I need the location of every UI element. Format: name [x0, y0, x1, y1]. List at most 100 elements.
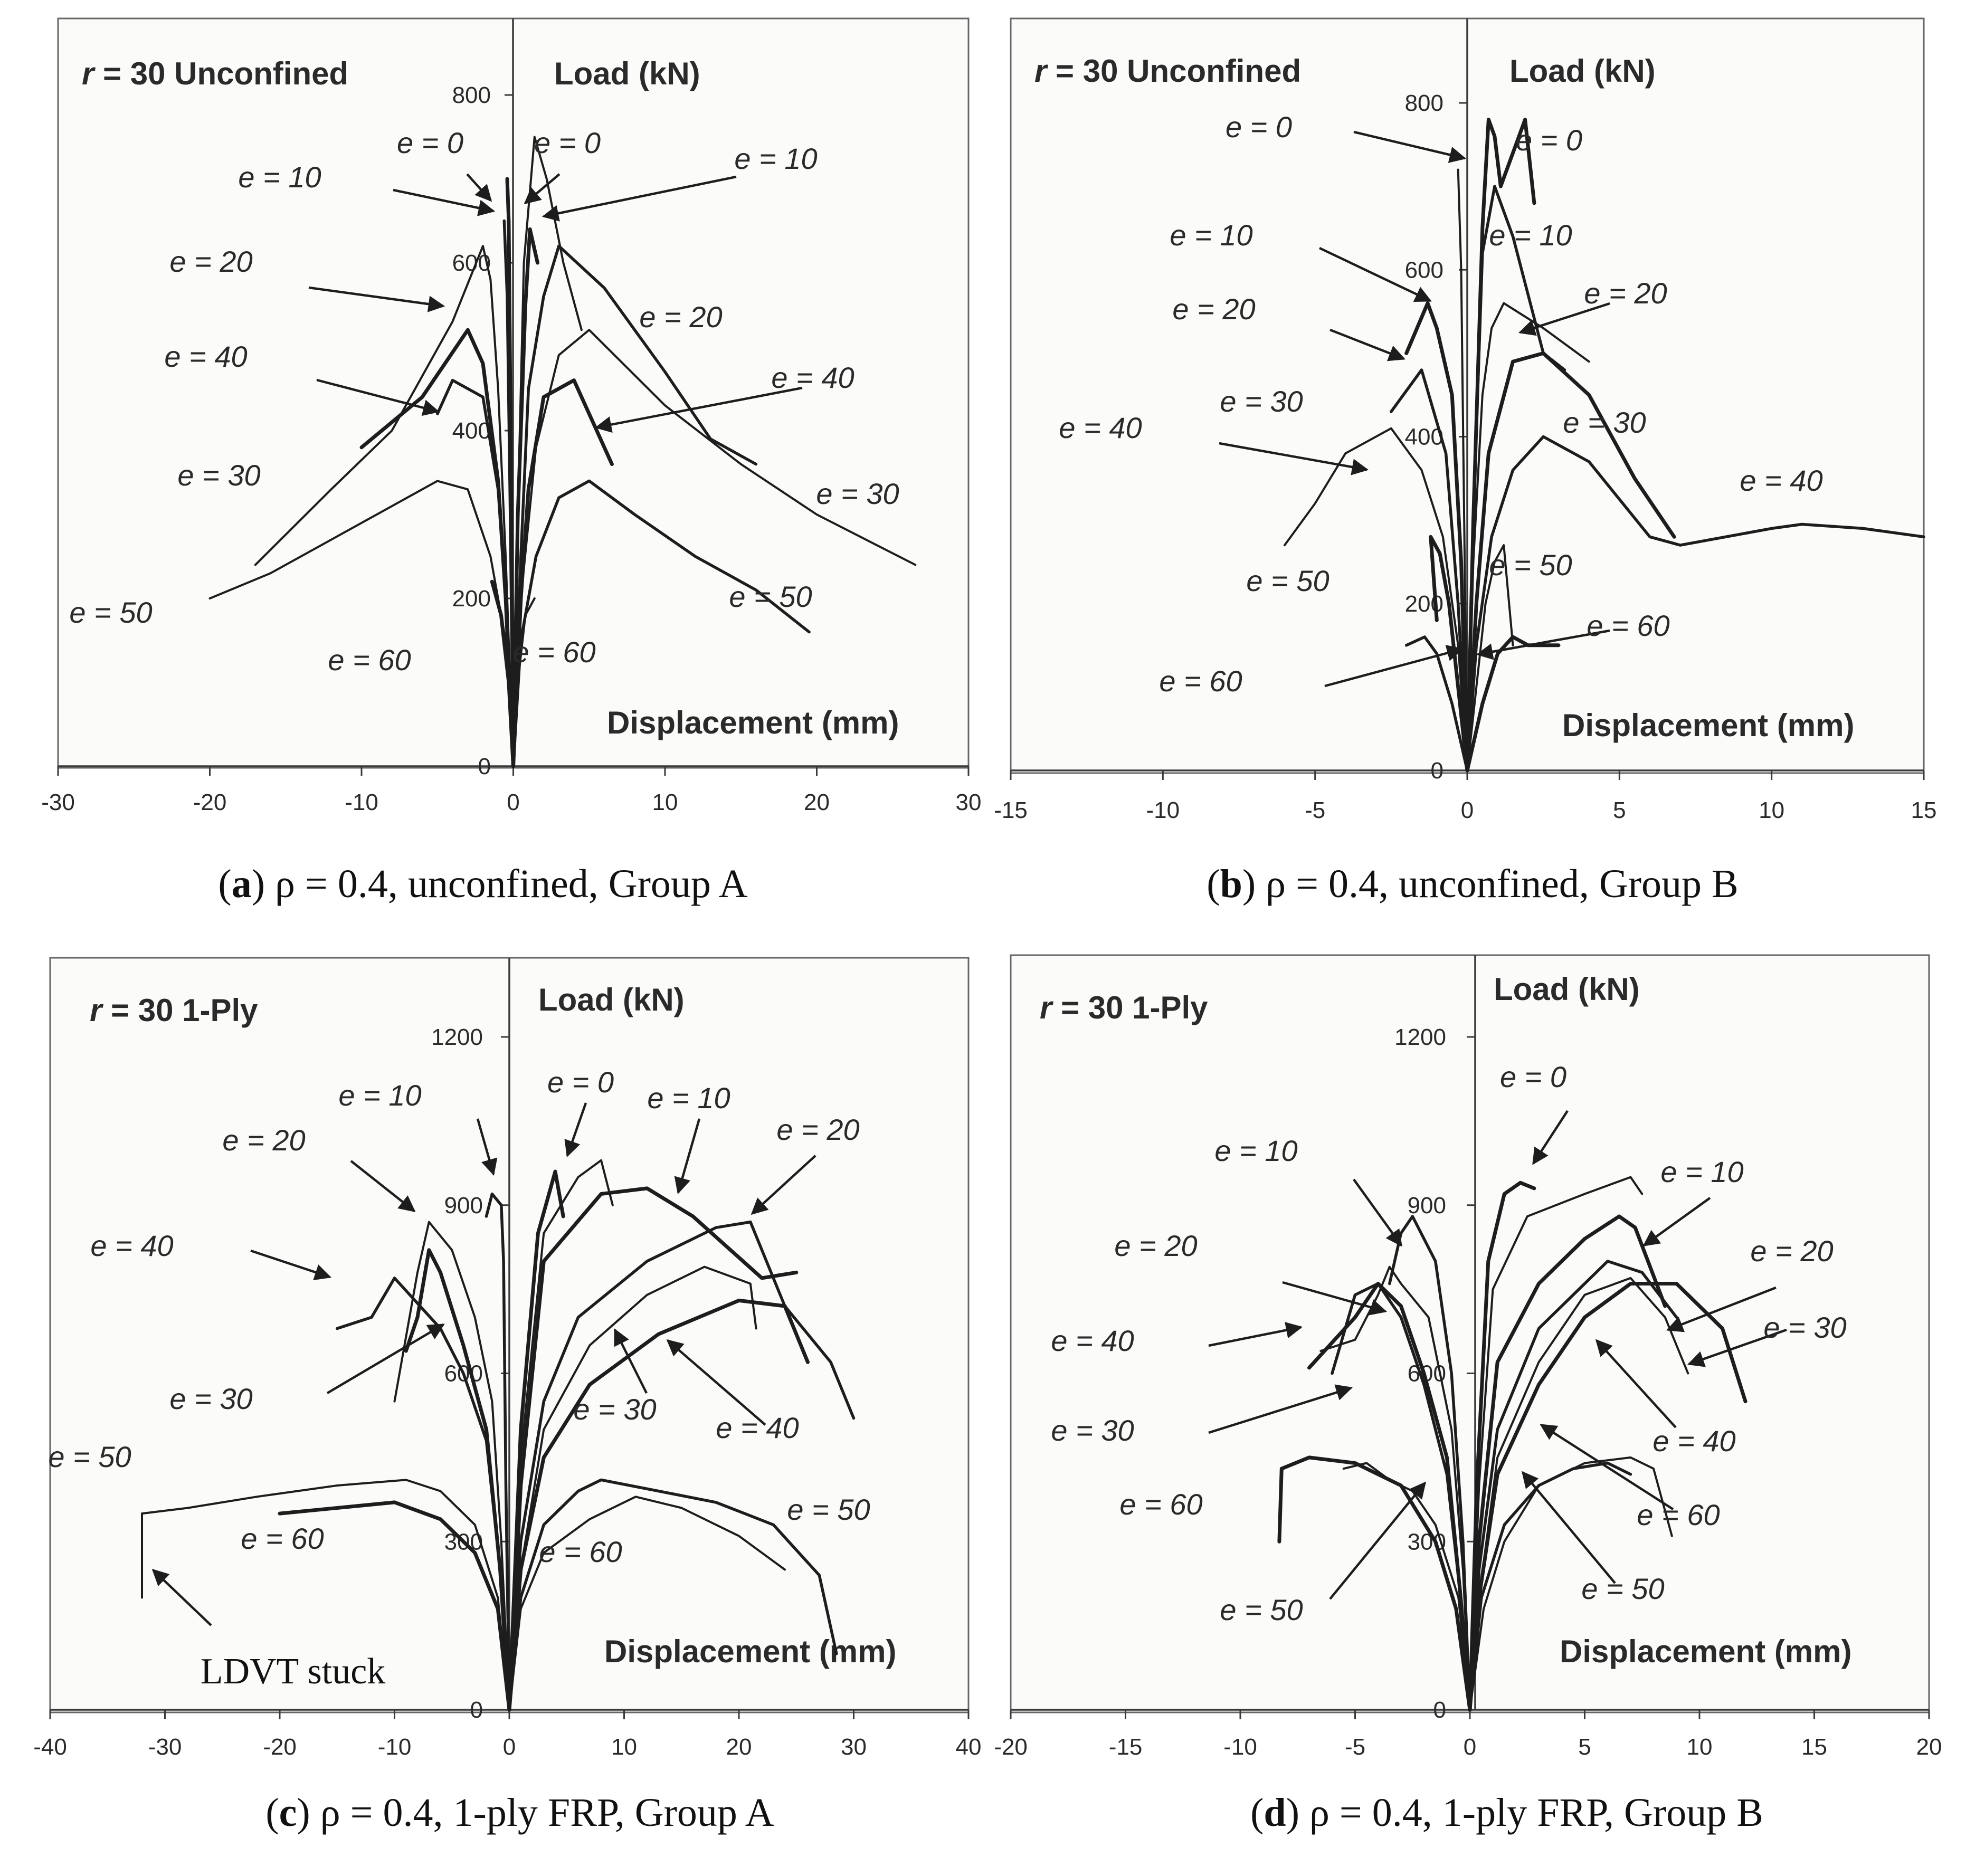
caption-text: ρ = 0.4, unconfined, Group A: [265, 862, 748, 906]
annotation-arrow: [466, 173, 492, 202]
annotation-arrow: [1208, 1322, 1303, 1347]
y-tick-label: 400: [1405, 424, 1443, 450]
series-line-e20-right: [1468, 1260, 1678, 1711]
annotation-arrow: [1532, 1110, 1569, 1165]
annotation-label: e = 40: [1740, 464, 1822, 497]
series-line-e10-left: [502, 219, 515, 768]
title-r-symbol: r: [82, 56, 96, 91]
x-tick-label: 10: [652, 789, 678, 815]
caption-open: (: [265, 1791, 279, 1835]
annotation-label: e = 20: [639, 300, 722, 334]
x-tick-label: 5: [1578, 1734, 1591, 1760]
annotation-arrow: [1208, 1384, 1353, 1434]
annotation-label: e = 40: [716, 1411, 799, 1444]
y-axis-label: Load (kN): [1494, 972, 1640, 1007]
series-line-e60-right: [508, 1496, 786, 1711]
note-arrow: [151, 1568, 212, 1626]
annotation-label: e = 50: [69, 596, 152, 629]
title-text: = 30 Unconfined: [1047, 53, 1301, 89]
x-tick-label: 30: [956, 789, 982, 815]
annotation-label: e = 30: [169, 1382, 252, 1415]
series-line-e40-right: [511, 378, 614, 768]
x-tick-label: 0: [507, 789, 519, 815]
x-tick-label: -10: [1146, 797, 1180, 823]
x-tick-label: 40: [956, 1734, 982, 1760]
x-tick-label: -20: [193, 789, 227, 815]
annotation-arrow: [1595, 1339, 1677, 1429]
x-tick-label: -10: [1223, 1734, 1257, 1760]
panel-title: r = 30 Unconfined: [1034, 53, 1301, 89]
annotation-label: e = 60: [539, 1535, 622, 1568]
annotation-label: e = 50: [1489, 548, 1572, 582]
annotation-label: e = 0: [534, 126, 601, 159]
x-tick-label: -20: [263, 1734, 297, 1760]
x-axis-label: Displacement (mm): [1562, 708, 1854, 743]
annotation-label: e = 0: [1226, 110, 1292, 144]
annotation-label: e = 10: [338, 1079, 421, 1112]
y-tick-label: 0: [1431, 758, 1443, 784]
annotation-arrow: [250, 1249, 331, 1280]
x-tick-label: 5: [1613, 797, 1626, 823]
x-tick-label: 10: [611, 1734, 637, 1760]
caption-id: d: [1264, 1791, 1286, 1835]
annotation-label: e = 60: [1587, 609, 1669, 642]
annotation-label: e = 10: [647, 1081, 730, 1115]
annotation-label: e = 50: [1246, 564, 1329, 597]
series-line-e50-right: [1466, 544, 1514, 772]
annotation-label: e = 40: [1051, 1324, 1134, 1357]
x-tick-label: -5: [1305, 797, 1325, 823]
series-line-e60-right: [1469, 1456, 1673, 1711]
annotation-arrow: [326, 1323, 445, 1394]
annotation-arrow: [393, 188, 496, 216]
series-line-e40-right: [507, 1298, 810, 1712]
annotation-arrow: [1219, 442, 1369, 475]
annotation-label: e = 30: [1763, 1311, 1846, 1344]
x-tick-label: 10: [1759, 797, 1784, 823]
caption: (c) ρ = 0.4, 1-ply FRP, Group A: [265, 1791, 774, 1835]
annotation-label: e = 60: [1159, 664, 1242, 698]
series-line-e40-left: [1284, 427, 1468, 772]
series-line-e60-right: [512, 597, 536, 767]
annotation-arrow: [1353, 1178, 1402, 1247]
caption-open: (: [218, 862, 231, 906]
series-line-e50-right: [508, 1478, 838, 1711]
caption-id: a: [232, 862, 252, 906]
annotation-arrow: [1329, 328, 1405, 361]
series-line-e10-right: [511, 227, 539, 768]
annotation-label: e = 60: [1119, 1488, 1202, 1521]
caption-id: c: [279, 1791, 297, 1835]
series-line-e20-right: [508, 1220, 856, 1711]
series-line-e20-right: [511, 244, 758, 768]
x-tick-label: -30: [41, 789, 75, 815]
x-tick-label: 0: [503, 1734, 516, 1760]
annotation-label: e = 20: [1584, 277, 1667, 310]
y-tick-label: 0: [470, 1697, 483, 1723]
annotation-label: e = 10: [1489, 218, 1572, 252]
y-tick-label: 0: [1433, 1697, 1446, 1723]
annotation-label: e = 30: [177, 459, 260, 492]
annotation-arrow: [1642, 1197, 1711, 1246]
annotation-label: e = 30: [1563, 406, 1646, 439]
x-tick-label: 20: [1916, 1734, 1942, 1760]
caption-id: b: [1220, 862, 1242, 906]
x-tick-label: 30: [841, 1734, 867, 1760]
x-tick-label: 15: [1801, 1734, 1827, 1760]
y-tick-label: 800: [1405, 90, 1443, 116]
y-tick-label: 1200: [431, 1024, 483, 1050]
annotation-arrow: [564, 1102, 587, 1157]
x-tick-label: -15: [1109, 1734, 1143, 1760]
series-line-e10-left: [485, 1192, 511, 1711]
y-tick-label: 400: [452, 418, 491, 444]
annotation-arrow: [1666, 1286, 1777, 1332]
x-tick-label: 0: [1461, 797, 1474, 823]
annotation-label: e = 60: [328, 643, 411, 677]
series-line-e0-right: [1468, 1180, 1536, 1712]
annotation-arrow: [1329, 1481, 1426, 1600]
x-tick-label: 20: [726, 1734, 752, 1760]
annotation-arrow: [1353, 130, 1467, 163]
series-line-e20-left: [1404, 301, 1469, 773]
annotation-arrow: [1282, 1281, 1388, 1316]
caption-open: (: [1207, 862, 1220, 906]
